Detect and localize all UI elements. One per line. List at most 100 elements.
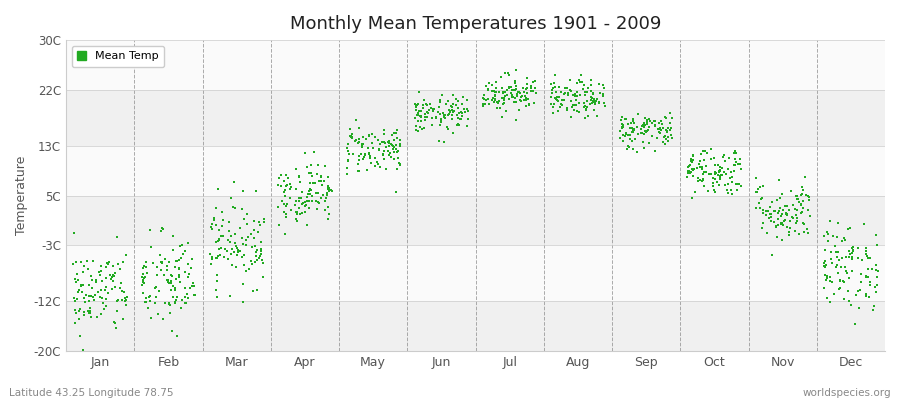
Point [731, 160, 745, 167]
Point [228, 231, 242, 238]
Point [236, 241, 250, 247]
Point [720, 187, 734, 194]
Point [186, 292, 201, 298]
Point [479, 83, 493, 90]
Point [382, 143, 397, 150]
Point [626, 129, 640, 135]
Point [168, 258, 183, 264]
Point [626, 128, 640, 134]
Point [168, 296, 183, 303]
Point [411, 109, 426, 116]
Point [524, 88, 538, 94]
Point [352, 156, 366, 163]
Point [271, 204, 285, 210]
Point [789, 206, 804, 213]
Point [355, 142, 369, 148]
Point [860, 274, 875, 280]
Point [136, 279, 150, 285]
Point [161, 300, 176, 307]
Point [654, 127, 669, 134]
Point [158, 256, 172, 262]
Point [778, 218, 792, 224]
Point [522, 102, 536, 108]
Point [592, 80, 607, 87]
Point [488, 96, 502, 102]
Point [652, 126, 666, 132]
Point [235, 254, 249, 260]
Point [634, 130, 649, 136]
Point [636, 122, 651, 129]
Point [772, 177, 787, 184]
Point [476, 92, 491, 99]
Point [298, 209, 312, 216]
Point [302, 180, 317, 186]
Point [152, 252, 166, 258]
Point [615, 120, 629, 127]
Point [800, 230, 814, 236]
Point [859, 273, 873, 280]
Point [71, 289, 86, 296]
Point [755, 195, 770, 201]
Point [114, 280, 129, 286]
Point [505, 94, 519, 100]
Point [770, 216, 785, 222]
Point [585, 94, 599, 101]
Point [383, 154, 398, 160]
Point [832, 278, 847, 284]
Point [509, 86, 524, 92]
Point [579, 106, 593, 112]
Point [389, 146, 403, 152]
Point [322, 211, 337, 218]
Point [100, 260, 114, 266]
Point [569, 102, 583, 108]
Point [769, 223, 783, 229]
Point [90, 314, 104, 320]
Point [284, 184, 299, 191]
Point [275, 198, 290, 205]
Point [421, 106, 436, 113]
Point [227, 249, 241, 255]
Point [378, 140, 392, 146]
Point [492, 89, 507, 95]
Point [410, 112, 425, 118]
Point [377, 156, 392, 163]
Point [443, 107, 457, 114]
Point [376, 148, 391, 154]
Point [485, 82, 500, 88]
Point [682, 162, 697, 168]
Point [87, 297, 102, 304]
Point [846, 247, 860, 253]
Point [498, 92, 512, 99]
Point [687, 166, 701, 172]
Point [173, 243, 187, 249]
Point [203, 224, 218, 230]
Point [154, 228, 168, 234]
Point [697, 169, 711, 176]
Point [420, 110, 435, 116]
Point [209, 205, 223, 211]
Point [162, 310, 176, 316]
Point [98, 296, 112, 302]
Point [454, 110, 469, 116]
Point [158, 300, 172, 306]
Point [699, 150, 714, 156]
Point [283, 195, 297, 201]
Point [94, 287, 109, 294]
Point [411, 128, 426, 134]
Point [82, 309, 96, 316]
Point [499, 108, 513, 114]
Point [449, 102, 464, 108]
Point [157, 316, 171, 322]
Point [860, 254, 875, 261]
Point [597, 100, 611, 106]
Point [547, 80, 562, 86]
Legend: Mean Temp: Mean Temp [72, 46, 164, 67]
Point [664, 132, 679, 139]
Point [409, 103, 423, 110]
Point [224, 233, 238, 239]
Point [823, 299, 837, 305]
Point [279, 214, 293, 220]
Point [274, 172, 289, 178]
Point [819, 262, 833, 268]
Point [280, 201, 294, 208]
